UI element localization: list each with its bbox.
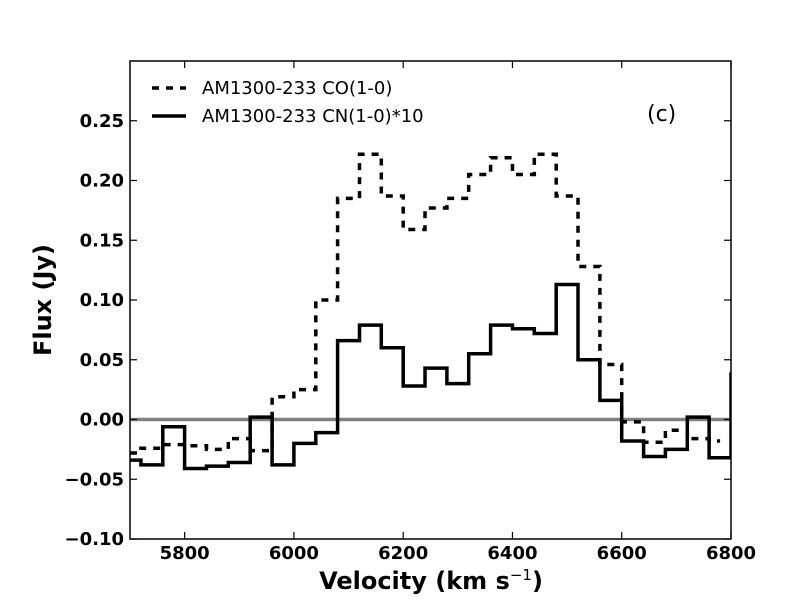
- tick-layer: 5800 6000 6200 6400 6600 6800 −0.10 −0.05 0.00 0.…: [65, 61, 756, 564]
- y-tick-label: 0.05: [80, 350, 124, 371]
- cn-series-line: [130, 282, 731, 471]
- y-tick-label: −0.10: [65, 529, 125, 550]
- y-tick-label: 0.20: [80, 171, 124, 192]
- y-tick-label: 0.00: [80, 410, 124, 431]
- panel-annotation: (c): [647, 102, 676, 127]
- y-axis-title: Flux (Jy): [29, 244, 57, 356]
- y-tick-label: 0.10: [80, 290, 124, 311]
- x-axis-title-main: Velocity (km s: [319, 567, 510, 595]
- x-tick-label: 6200: [378, 543, 428, 564]
- x-tick-label: 6800: [706, 543, 756, 564]
- x-tick-label: 5800: [160, 543, 210, 564]
- y-tick-label: 0.15: [80, 230, 124, 251]
- y-tick-label: 0.25: [80, 111, 124, 132]
- x-tick-label: 6600: [597, 543, 647, 564]
- y-tick-label: −0.05: [65, 469, 125, 490]
- x-axis-title-close: ): [532, 567, 543, 595]
- series-layer: [130, 152, 731, 471]
- x-axis-title: Velocity (km s−1): [319, 566, 543, 595]
- plot-frame: [129, 60, 732, 540]
- x-tick-label: 6000: [269, 543, 319, 564]
- legend: AM1300-233 CO(1-0) AM1300-233 CN(1-0)*10: [152, 78, 424, 127]
- x-axis-title-exponent: −1: [510, 566, 532, 584]
- legend-label-co: AM1300-233 CO(1-0): [202, 78, 392, 99]
- x-tick-label: 6400: [487, 543, 537, 564]
- legend-label-cn: AM1300-233 CN(1-0)*10: [202, 106, 424, 127]
